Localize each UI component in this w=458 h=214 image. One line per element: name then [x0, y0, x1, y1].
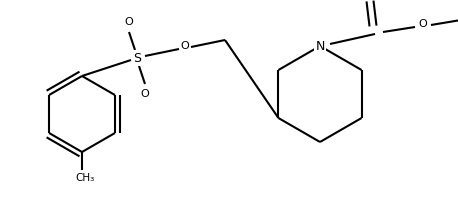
Text: O: O: [141, 89, 149, 99]
Text: S: S: [133, 52, 141, 64]
Text: O: O: [180, 41, 189, 51]
Text: CH₃: CH₃: [75, 173, 94, 183]
Text: O: O: [419, 19, 427, 29]
Text: O: O: [125, 17, 133, 27]
Text: N: N: [315, 40, 325, 52]
